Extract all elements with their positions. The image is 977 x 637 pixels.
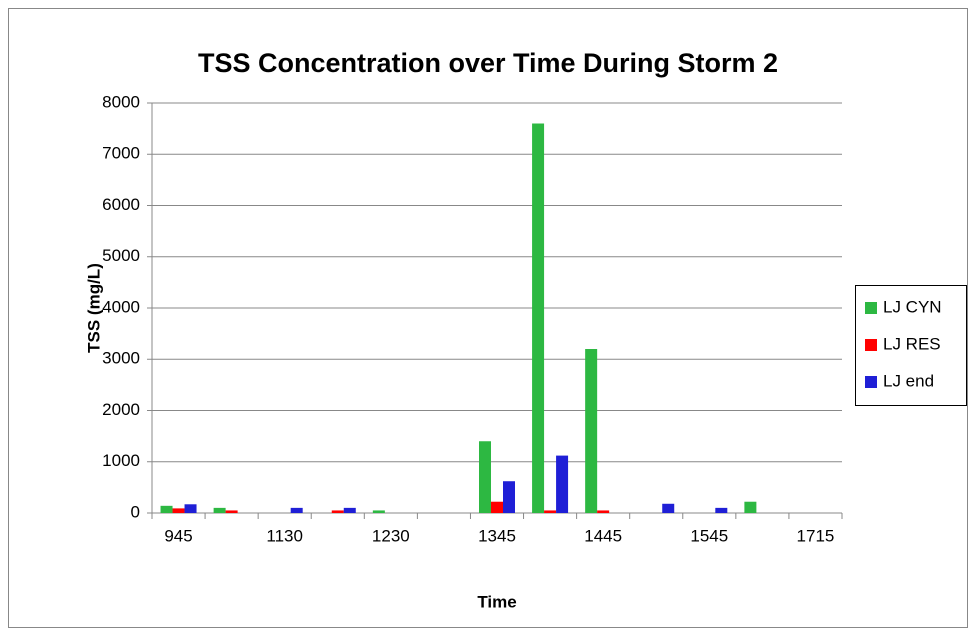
bar	[290, 507, 303, 513]
x-tick-label: 1230	[372, 526, 410, 545]
y-tick-label: 1000	[102, 451, 140, 470]
legend-swatch	[865, 339, 877, 351]
bar	[503, 481, 515, 513]
y-tick-label: 0	[131, 502, 140, 521]
y-tick-label: 2000	[102, 400, 140, 419]
legend-label: LJ end	[883, 371, 934, 390]
bar	[556, 455, 569, 513]
bar	[331, 510, 344, 513]
bar	[532, 123, 545, 513]
x-axis-title: Time	[477, 592, 516, 611]
x-tick-label: 1130	[266, 526, 303, 545]
legend-swatch	[865, 376, 877, 388]
bar	[372, 510, 385, 513]
bar	[172, 508, 185, 513]
bar	[662, 503, 675, 513]
x-tick-label: 1715	[797, 526, 835, 545]
y-tick-label: 7000	[102, 144, 140, 163]
chart-border	[8, 8, 968, 628]
bar	[585, 349, 598, 513]
y-tick-label: 4000	[102, 297, 140, 316]
bar	[491, 501, 503, 513]
y-tick-label: 6000	[102, 195, 140, 214]
chart-title: TSS Concentration over Time During Storm…	[198, 48, 778, 78]
bar	[544, 510, 557, 513]
bar	[225, 510, 238, 513]
y-tick-label: 3000	[102, 349, 140, 368]
legend-label: LJ RES	[883, 334, 941, 353]
x-tick-label: 1345	[478, 526, 516, 545]
bar	[213, 507, 226, 513]
y-tick-label: 5000	[102, 246, 140, 265]
legend-label: LJ CYN	[883, 297, 942, 316]
y-axis-title: TSS (mg/L)	[84, 263, 103, 353]
y-tick-label: 8000	[102, 92, 140, 111]
bar	[184, 504, 197, 513]
bar	[479, 441, 491, 513]
legend-swatch	[865, 302, 877, 314]
bar	[715, 507, 728, 513]
x-tick-label: 1445	[584, 526, 622, 545]
bar	[160, 505, 173, 513]
x-tick-label: 1545	[690, 526, 728, 545]
bar	[597, 510, 610, 513]
x-tick-label: 945	[164, 526, 192, 545]
bar	[744, 501, 757, 513]
bar	[343, 507, 356, 513]
